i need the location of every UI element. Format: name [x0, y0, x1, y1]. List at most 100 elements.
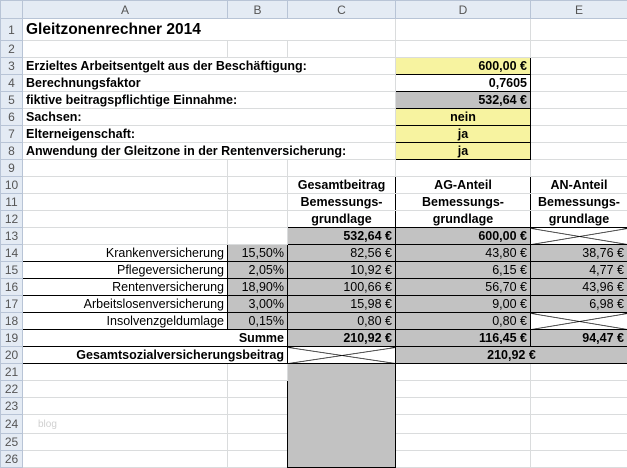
rate[interactable]: 15,50% [228, 245, 288, 262]
grand-total-label[interactable]: Gesamtsozialversicherungsbeitrag [23, 347, 288, 364]
cell[interactable] [228, 211, 288, 228]
sum-an[interactable]: 94,47 € [531, 330, 627, 347]
row-header[interactable]: 24 [1, 415, 23, 434]
cell[interactable] [531, 364, 627, 381]
row-header[interactable]: 22 [1, 381, 23, 398]
cell[interactable] [228, 177, 288, 194]
cell[interactable] [228, 451, 288, 468]
an-share[interactable]: 4,77 € [531, 262, 627, 279]
header-ag-2[interactable]: Bemessungs- [396, 194, 531, 211]
row-header[interactable]: 21 [1, 364, 23, 381]
cell[interactable] [396, 41, 531, 58]
row-header[interactable]: 20 [1, 347, 23, 364]
cell[interactable] [531, 92, 627, 109]
header-total-3[interactable]: grundlage [288, 211, 396, 228]
column-header-e[interactable]: E [531, 1, 627, 19]
column-header-d[interactable]: D [396, 1, 531, 19]
row-header[interactable]: 10 [1, 177, 23, 194]
select-all-corner[interactable] [1, 1, 23, 19]
cell[interactable] [531, 398, 627, 415]
cell[interactable] [396, 19, 531, 41]
ag-share[interactable]: 0,80 € [396, 313, 531, 330]
cell[interactable] [228, 160, 288, 177]
row-header[interactable]: 8 [1, 143, 23, 160]
total[interactable]: 82,56 € [288, 245, 396, 262]
cell[interactable] [23, 398, 228, 415]
header-an-2[interactable]: Bemessungs- [531, 194, 627, 211]
rate[interactable]: 3,00% [228, 296, 288, 313]
cell[interactable] [396, 364, 531, 381]
row-header[interactable]: 14 [1, 245, 23, 262]
row-header[interactable]: 9 [1, 160, 23, 177]
row-header[interactable]: 4 [1, 75, 23, 92]
sum-ag[interactable]: 116,45 € [396, 330, 531, 347]
cell[interactable] [531, 381, 627, 398]
parent-input[interactable]: ja [396, 126, 531, 143]
row-header[interactable]: 18 [1, 313, 23, 330]
ag-share[interactable]: 6,15 € [396, 262, 531, 279]
cell[interactable] [23, 434, 228, 451]
rate[interactable]: 2,05% [228, 262, 288, 279]
sheet-title[interactable]: Gleitzonenrechner 2014 [23, 19, 396, 41]
crossed-cell[interactable] [288, 347, 396, 364]
row-header[interactable]: 6 [1, 109, 23, 126]
ag-share[interactable]: 56,70 € [396, 279, 531, 296]
cell[interactable] [531, 41, 627, 58]
cell[interactable] [396, 398, 531, 415]
rate[interactable]: 0,15% [228, 313, 288, 330]
cell[interactable] [396, 415, 531, 434]
cell[interactable] [23, 451, 228, 468]
sachsen-input[interactable]: nein [396, 109, 531, 126]
row-header[interactable]: 2 [1, 41, 23, 58]
grand-total-value[interactable]: 210,92 € [396, 347, 627, 364]
row-header[interactable]: 12 [1, 211, 23, 228]
header-an-3[interactable]: grundlage [531, 211, 627, 228]
row-header[interactable]: 19 [1, 330, 23, 347]
cell[interactable] [23, 211, 228, 228]
input-label[interactable]: Erzieltes Arbeitsentgelt aus der Beschäf… [23, 58, 396, 75]
cell[interactable] [228, 434, 288, 451]
cell[interactable] [23, 41, 228, 58]
cell[interactable] [228, 364, 288, 381]
cell[interactable] [531, 415, 627, 434]
cell[interactable] [228, 381, 288, 398]
cell[interactable] [23, 177, 228, 194]
an-share[interactable]: 43,96 € [531, 279, 627, 296]
input-label[interactable]: Elterneigenschaft: [23, 126, 396, 143]
row-label[interactable]: Pflegeversicherung [23, 262, 228, 279]
an-share[interactable]: 6,98 € [531, 296, 627, 313]
row-header[interactable]: 11 [1, 194, 23, 211]
cell[interactable] [531, 451, 627, 468]
row-header[interactable]: 25 [1, 434, 23, 451]
row-header[interactable]: 17 [1, 296, 23, 313]
cell[interactable] [531, 58, 627, 75]
cell[interactable] [228, 41, 288, 58]
cell[interactable] [228, 415, 288, 434]
row-header[interactable]: 16 [1, 279, 23, 296]
row-header[interactable]: 15 [1, 262, 23, 279]
rate[interactable]: 18,90% [228, 279, 288, 296]
header-total-2[interactable]: Bemessungs- [288, 194, 396, 211]
cell[interactable] [23, 160, 228, 177]
cell[interactable] [228, 228, 288, 245]
cell[interactable] [228, 194, 288, 211]
fictive-income-value[interactable]: 532,64 € [396, 92, 531, 109]
row-header[interactable]: 7 [1, 126, 23, 143]
row-header[interactable]: 3 [1, 58, 23, 75]
ag-share[interactable]: 9,00 € [396, 296, 531, 313]
sum-total[interactable]: 210,92 € [288, 330, 396, 347]
header-total[interactable]: Gesamtbeitrag [288, 177, 396, 194]
cell[interactable] [23, 194, 228, 211]
cell[interactable] [396, 160, 531, 177]
cell[interactable] [288, 160, 396, 177]
income-input[interactable]: 600,00 € [396, 58, 531, 75]
cell[interactable] [531, 19, 627, 41]
total[interactable]: 0,80 € [288, 313, 396, 330]
gleitzone-input[interactable]: ja [396, 143, 531, 160]
cell[interactable] [23, 228, 228, 245]
row-label[interactable]: Insolvenzgeldumlage [23, 313, 228, 330]
cell[interactable] [396, 434, 531, 451]
row-label[interactable]: Arbeitslosenversicherung [23, 296, 228, 313]
input-label[interactable]: Sachsen: [23, 109, 396, 126]
cell[interactable] [23, 364, 228, 381]
